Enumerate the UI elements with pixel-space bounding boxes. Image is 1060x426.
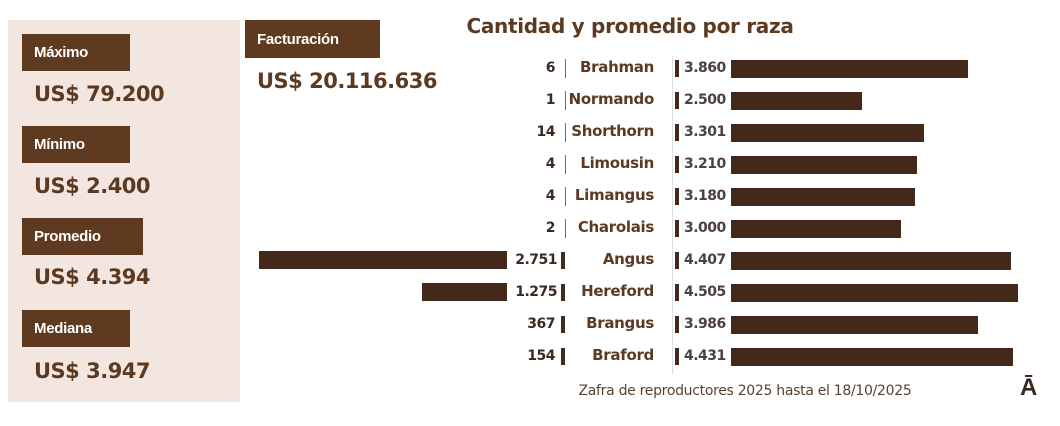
mean-label: 2.500 [684,92,726,108]
chart-axis [672,56,673,374]
count-tick [561,316,565,333]
mean-tick [675,348,679,365]
mean-bar [731,124,925,142]
breed-label: Normando [568,90,655,108]
mean-label: 3.180 [684,188,726,204]
mean-label: 3.210 [684,156,726,172]
count-separator [565,219,566,238]
mean-label: 4.407 [684,252,726,268]
mean-bar [731,60,969,78]
chart-title: Cantidad y promedio por raza [466,14,794,38]
median-value: US$ 3.947 [34,359,151,383]
breed-label: Brahman [580,58,654,76]
count-label: 1 [545,92,556,108]
count-tick [561,284,565,301]
footer-note: Zafra de reproductores 2025 hasta el 18/… [578,383,912,399]
median-label: Mediana [22,310,130,347]
mean-label: 3.860 [684,60,726,76]
breed-label: Hereford [581,282,654,300]
count-label: 2 [545,220,556,236]
mean-tick [675,124,679,141]
mean-bar [731,252,1011,270]
avg-value: US$ 4.394 [34,265,151,289]
max-label: Máximo [22,34,130,71]
mean-label: 3.301 [684,124,726,140]
breed-label: Angus [602,250,654,268]
breed-label: Shorthorn [571,122,654,140]
mean-bar [731,316,978,334]
count-separator [565,91,566,110]
count-label: 4 [545,188,556,204]
mean-tick [675,220,679,237]
mean-tick [675,252,679,269]
count-label: 1.275 [515,284,557,300]
breed-label: Braford [592,346,654,364]
billing-label: Facturación [245,20,380,58]
count-tick [561,252,565,269]
mean-label: 3.000 [684,220,726,236]
max-value: US$ 79.200 [34,82,165,106]
avg-label: Promedio [22,218,143,255]
count-label: 14 [536,124,556,140]
mean-tick [675,284,679,301]
mean-bar [731,156,918,174]
mean-tick [675,156,679,173]
billing-value: US$ 20.116.636 [257,69,437,93]
count-label: 6 [545,60,556,76]
min-value: US$ 2.400 [34,174,151,198]
count-label: 2.751 [515,252,557,268]
mean-tick [675,92,679,109]
mean-label: 4.505 [684,284,726,300]
mean-label: 3.986 [684,316,726,332]
count-label: 367 [527,316,555,332]
count-bar [259,251,507,269]
mean-tick [675,188,679,205]
mean-tick [675,316,679,333]
logo: Ā [1020,374,1038,401]
min-label: Mínimo [22,126,130,163]
mean-bar [731,348,1013,366]
breed-label: Limangus [574,186,654,204]
mean-tick [675,60,679,77]
mean-bar [731,188,916,206]
count-bar [421,283,507,301]
count-label: 4 [545,156,556,172]
breed-label: Charolais [577,218,654,236]
mean-bar [731,220,901,238]
breed-label: Limousin [580,154,654,172]
mean-label: 4.431 [684,348,726,364]
count-tick [561,348,565,365]
mean-bar [731,284,1019,302]
breed-label: Brangus [586,314,654,332]
count-separator [565,187,566,206]
mean-bar [731,92,862,110]
count-separator [565,59,566,78]
count-separator [565,123,566,142]
count-label: 154 [527,348,555,364]
count-separator [565,155,566,174]
